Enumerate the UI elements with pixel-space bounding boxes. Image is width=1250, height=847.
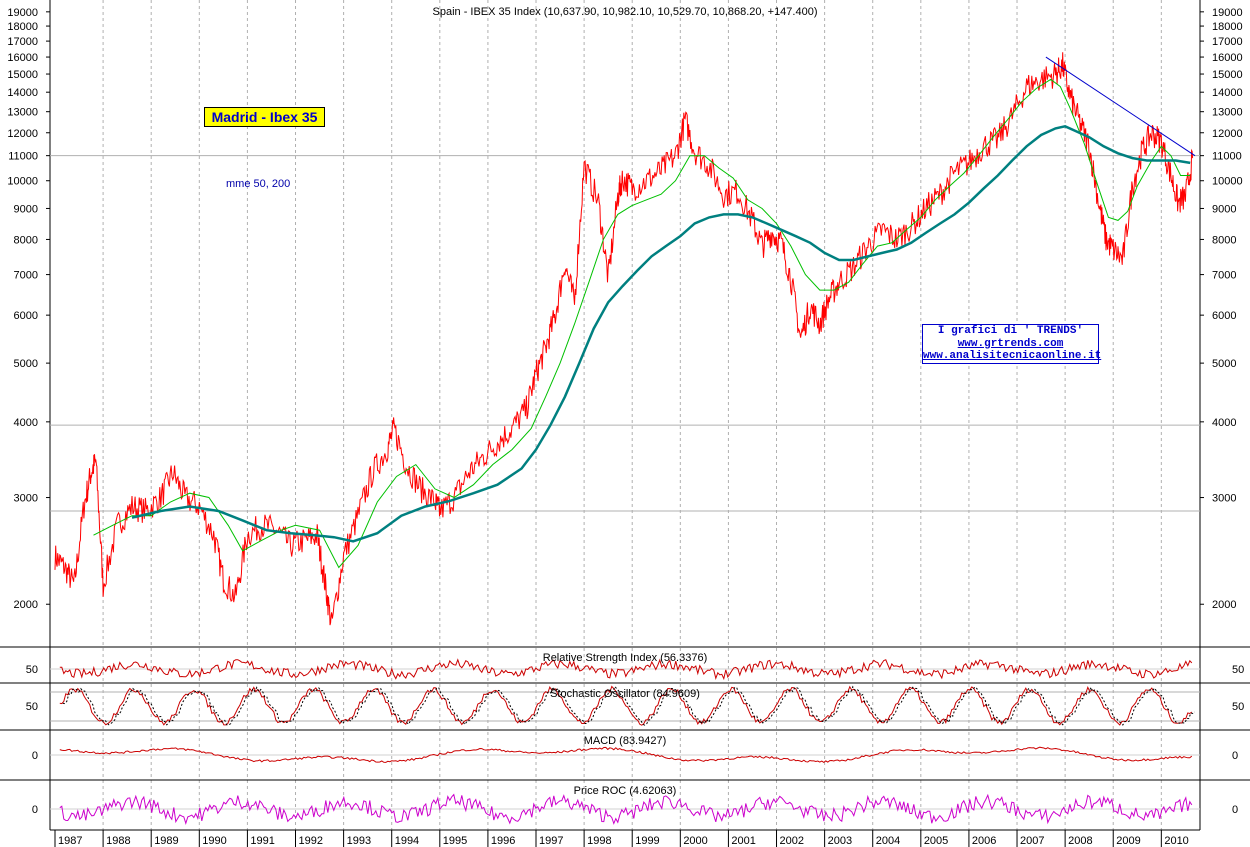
x-tick-label: 1999 bbox=[635, 835, 659, 847]
x-tick-label: 2004 bbox=[876, 835, 900, 847]
indicator-y-tick-left: 50 bbox=[26, 664, 38, 676]
x-tick-label: 1995 bbox=[443, 835, 467, 847]
x-tick-label: 1994 bbox=[395, 835, 419, 847]
ema200-series-line bbox=[131, 124, 1191, 543]
indicator-y-tick-left: 0 bbox=[32, 804, 38, 816]
x-tick-label: 2009 bbox=[1116, 835, 1140, 847]
y-tick-label-right: 4000 bbox=[1212, 417, 1236, 429]
y-tick-label-left: 12000 bbox=[7, 128, 38, 140]
y-tick-label-right: 18000 bbox=[1212, 21, 1243, 33]
indicator-title: Relative Strength Index (56.3376) bbox=[543, 652, 708, 664]
x-tick-label: 2003 bbox=[828, 835, 852, 847]
x-tick-label: 2002 bbox=[780, 835, 804, 847]
y-tick-label-left: 15000 bbox=[7, 69, 38, 81]
y-tick-label-left: 17000 bbox=[7, 36, 38, 48]
y-tick-label-right: 5000 bbox=[1212, 358, 1236, 370]
credit-line-1: I grafici di ' TRENDS' bbox=[937, 325, 1084, 337]
x-tick-label: 2000 bbox=[683, 835, 707, 847]
y-tick-label-left: 5000 bbox=[14, 358, 38, 370]
y-tick-label-left: 4000 bbox=[14, 417, 38, 429]
y-tick-label-right: 13000 bbox=[1212, 107, 1243, 119]
x-tick-label: 1987 bbox=[58, 835, 82, 847]
y-tick-label-right: 11000 bbox=[1212, 151, 1242, 163]
indicator-y-tick-right: 0 bbox=[1232, 750, 1238, 762]
x-tick-label: 2008 bbox=[1068, 835, 1092, 847]
ema50-series-line bbox=[93, 78, 1191, 569]
indicator-title: Price ROC (4.62063) bbox=[574, 785, 677, 797]
x-tick-label: 1991 bbox=[250, 835, 274, 847]
y-tick-label-left: 19000 bbox=[7, 7, 38, 19]
y-tick-label-right: 10000 bbox=[1212, 176, 1243, 188]
y-tick-label-left: 16000 bbox=[7, 52, 38, 64]
y-tick-label-right: 9000 bbox=[1212, 203, 1236, 215]
y-tick-label-right: 12000 bbox=[1212, 128, 1243, 140]
indicator-y-tick-right: 50 bbox=[1232, 664, 1244, 676]
x-tick-label: 2007 bbox=[1020, 835, 1044, 847]
y-tick-label-left: 11000 bbox=[8, 151, 38, 163]
y-tick-label-right: 16000 bbox=[1212, 52, 1243, 64]
trendline bbox=[1045, 56, 1196, 157]
indicator-title: MACD (83.9427) bbox=[584, 735, 667, 747]
credit-link-1[interactable]: www.grtrends.com bbox=[957, 337, 1064, 350]
y-tick-label-left: 14000 bbox=[7, 87, 38, 99]
moving-average-label: mme 50, 200 bbox=[226, 178, 291, 190]
chart-badge: Madrid - Ibex 35 bbox=[204, 107, 325, 127]
x-tick-label: 1990 bbox=[202, 835, 226, 847]
y-tick-label-right: 7000 bbox=[1212, 270, 1236, 282]
price-series-line bbox=[54, 52, 1194, 626]
y-tick-label-right: 15000 bbox=[1212, 69, 1243, 81]
x-tick-label: 1988 bbox=[106, 835, 130, 847]
y-tick-label-left: 18000 bbox=[7, 21, 38, 33]
y-tick-label-left: 6000 bbox=[14, 310, 38, 322]
y-tick-label-right: 3000 bbox=[1212, 493, 1236, 505]
y-tick-label-right: 8000 bbox=[1212, 234, 1236, 246]
x-tick-label: 1996 bbox=[491, 835, 515, 847]
y-tick-label-right: 14000 bbox=[1212, 87, 1243, 99]
y-tick-label-right: 6000 bbox=[1212, 310, 1236, 322]
stochastic-signal-line bbox=[62, 685, 1196, 726]
y-tick-label-left: 8000 bbox=[14, 234, 38, 246]
indicator-y-tick-left: 50 bbox=[26, 701, 38, 713]
x-tick-label: 2005 bbox=[924, 835, 948, 847]
y-tick-label-left: 2000 bbox=[14, 599, 38, 611]
y-tick-label-right: 19000 bbox=[1212, 7, 1243, 19]
credit-box: I grafici di ' TRENDS' www.grtrends.com … bbox=[922, 324, 1102, 364]
x-tick-label: 2001 bbox=[731, 835, 755, 847]
indicator-y-tick-right: 50 bbox=[1232, 701, 1244, 713]
x-tick-label: 2006 bbox=[972, 835, 996, 847]
chart-title: Spain - IBEX 35 Index (10,637.90, 10,982… bbox=[433, 6, 818, 18]
indicator-y-tick-right: 0 bbox=[1232, 804, 1238, 816]
y-tick-label-left: 3000 bbox=[14, 493, 38, 505]
x-tick-label: 1989 bbox=[154, 835, 178, 847]
x-tick-label: 1993 bbox=[347, 835, 371, 847]
credit-link-2[interactable]: www.analisitecnicaonline.it bbox=[923, 350, 1102, 362]
indicator-line bbox=[59, 658, 1193, 681]
x-tick-label: 2010 bbox=[1164, 835, 1188, 847]
x-tick-label: 1992 bbox=[299, 835, 323, 847]
x-tick-label: 1997 bbox=[539, 835, 563, 847]
y-tick-label-left: 9000 bbox=[14, 203, 38, 215]
y-tick-label-right: 17000 bbox=[1212, 36, 1243, 48]
indicator-line bbox=[59, 793, 1193, 825]
y-tick-label-right: 2000 bbox=[1212, 599, 1236, 611]
indicator-y-tick-left: 0 bbox=[32, 750, 38, 762]
y-tick-label-left: 10000 bbox=[7, 176, 38, 188]
indicator-title: Stochastic Oscillator (84.9609) bbox=[550, 688, 700, 700]
y-tick-label-left: 13000 bbox=[7, 107, 38, 119]
y-tick-label-left: 7000 bbox=[14, 270, 38, 282]
x-tick-label: 1998 bbox=[587, 835, 611, 847]
indicator-line bbox=[59, 746, 1193, 764]
